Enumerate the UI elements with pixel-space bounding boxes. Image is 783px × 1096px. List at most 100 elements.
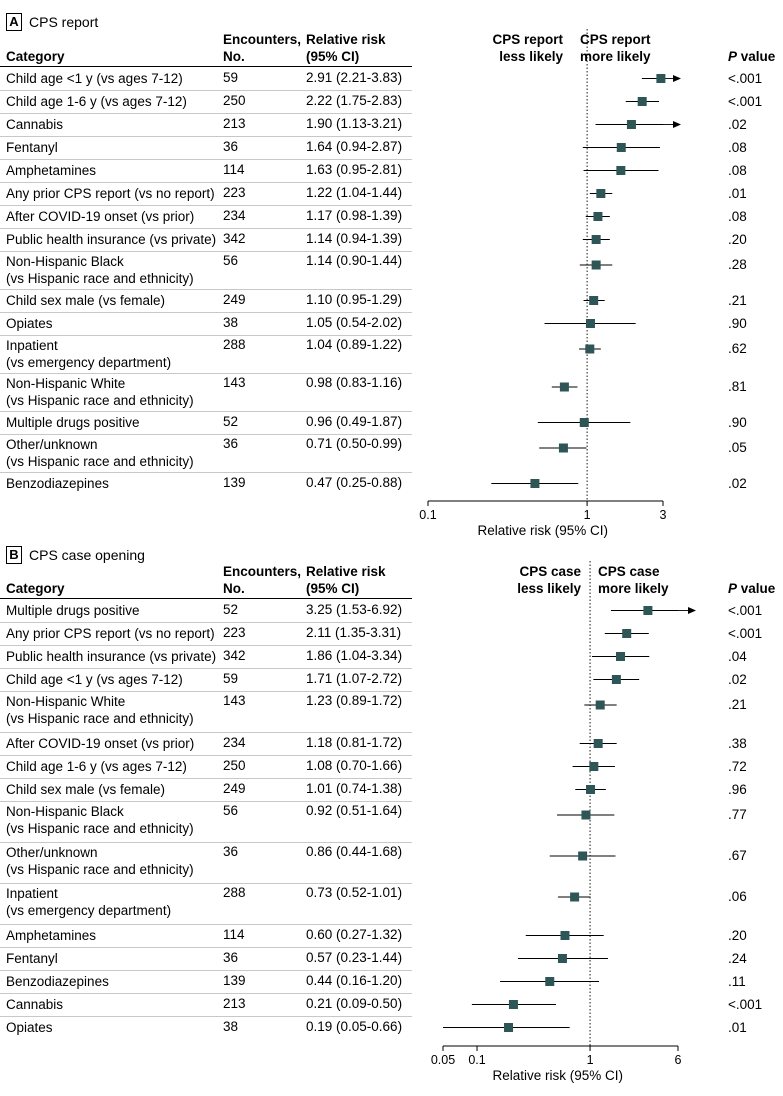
direction-right-line: more likely bbox=[598, 581, 669, 596]
point-estimate-marker bbox=[596, 189, 606, 198]
table-row: Inpatient (vs emergency department) 288 0.7… bbox=[0, 883, 783, 924]
x-axis-title: Relative risk (95% CI) bbox=[477, 523, 609, 538]
point-estimate-marker bbox=[637, 97, 647, 106]
row-separator bbox=[0, 373, 412, 374]
row-encounters: 139 bbox=[223, 973, 246, 988]
row-p-value: .01 bbox=[728, 1019, 747, 1035]
row-relative-risk: 2.11 (1.35-3.31) bbox=[306, 625, 402, 640]
row-p-value: .38 bbox=[728, 735, 747, 751]
point-estimate-marker bbox=[559, 382, 569, 392]
table-row: Child age 1-6 y (vs ages 7-12) 250 1.08 (0… bbox=[0, 755, 783, 778]
row-category: Multiple drugs positive bbox=[6, 414, 221, 431]
row-relative-risk: 2.91 (2.21-3.83) bbox=[306, 70, 403, 85]
row-relative-risk: 1.22 (1.04-1.44) bbox=[306, 185, 403, 200]
row-relative-risk: 1.08 (0.70-1.66) bbox=[306, 758, 403, 773]
row-separator bbox=[0, 691, 412, 692]
row-category: Non-Hispanic Black (vs Hispanic race and … bbox=[6, 803, 221, 837]
row-separator bbox=[0, 842, 412, 843]
row-relative-risk: 0.57 (0.23-1.44) bbox=[306, 950, 403, 965]
point-estimate-marker bbox=[626, 120, 636, 129]
ci-arrow-head bbox=[673, 121, 681, 128]
panel-name: CPS report bbox=[29, 14, 99, 30]
table-row: Other/unknown (vs Hispanic race and ethni… bbox=[0, 842, 783, 883]
row-p-value: .05 bbox=[728, 440, 747, 455]
row-p-value: .21 bbox=[728, 292, 747, 308]
row-category: Benzodiazepines bbox=[6, 475, 221, 492]
row-category: Inpatient (vs emergency department) bbox=[6, 337, 221, 371]
row-encounters: 223 bbox=[223, 625, 246, 640]
row-relative-risk: 0.96 (0.49-1.87) bbox=[306, 414, 403, 429]
point-estimate-marker bbox=[570, 892, 580, 902]
p-header-rest: value bbox=[737, 49, 776, 64]
point-estimate-marker bbox=[579, 418, 589, 427]
p-header-rest: value bbox=[737, 581, 776, 596]
table-row: Child age <1 y (vs ages 7-12) 59 1.71 (1.0… bbox=[0, 668, 783, 691]
category-line: Non-Hispanic Black bbox=[6, 804, 124, 819]
column-header-category: Category bbox=[6, 581, 65, 596]
panel-letter: A bbox=[6, 13, 22, 31]
row-category: After COVID-19 onset (vs prior) bbox=[6, 208, 221, 225]
forest-plot: 0.1 1 3 bbox=[419, 29, 681, 522]
column-header-p-value: P value bbox=[728, 580, 775, 597]
panel-title: B CPS case opening bbox=[6, 545, 145, 565]
row-encounters: 38 bbox=[223, 1019, 239, 1034]
point-estimate-marker bbox=[622, 629, 632, 638]
row-p-value: .67 bbox=[728, 848, 747, 863]
table-row: Non-Hispanic Black (vs Hispanic race and … bbox=[0, 801, 783, 842]
table-row: Any prior CPS report (vs no report) 223 1.… bbox=[0, 182, 783, 205]
row-p-value: .08 bbox=[728, 208, 747, 224]
category-line: Non-Hispanic White bbox=[6, 376, 126, 391]
direction-left-line: CPS report bbox=[492, 32, 563, 47]
row-encounters: 114 bbox=[223, 162, 245, 177]
row-encounters: 56 bbox=[223, 253, 239, 268]
category-line: Amphetamines bbox=[6, 163, 97, 178]
row-category: Child sex male (vs female) bbox=[6, 781, 221, 798]
row-p-value: .02 bbox=[728, 116, 747, 132]
row-separator bbox=[0, 434, 412, 435]
row-category: Opiates bbox=[6, 1019, 221, 1036]
row-encounters: 249 bbox=[223, 781, 246, 796]
encounters-header-line2: No. bbox=[223, 581, 245, 596]
point-estimate-marker bbox=[558, 443, 568, 453]
row-p-value: .62 bbox=[728, 341, 747, 356]
row-p-value: .01 bbox=[728, 185, 747, 201]
row-category: Child age <1 y (vs ages 7-12) bbox=[6, 671, 221, 688]
row-p-value: .08 bbox=[728, 162, 747, 178]
point-estimate-marker bbox=[643, 606, 653, 615]
row-encounters: 234 bbox=[223, 208, 246, 223]
row-encounters: 52 bbox=[223, 602, 239, 617]
point-estimate-marker bbox=[560, 931, 570, 940]
row-relative-risk: 3.25 (1.53-6.92) bbox=[306, 602, 403, 617]
row-p-value: <.001 bbox=[728, 602, 763, 618]
row-relative-risk: 0.71 (0.50-0.99) bbox=[306, 436, 403, 451]
table-row: After COVID-19 onset (vs prior) 234 1.18 (… bbox=[0, 732, 783, 755]
row-relative-risk: 0.98 (0.83-1.16) bbox=[306, 375, 403, 390]
row-p-value: .02 bbox=[728, 475, 747, 491]
category-line: (vs Hispanic race and ethnicity) bbox=[6, 454, 194, 469]
direction-label-more-likely: CPS case more likely bbox=[598, 563, 669, 597]
row-separator bbox=[0, 883, 412, 884]
row-encounters: 36 bbox=[223, 139, 239, 154]
row-relative-risk: 0.47 (0.25-0.88) bbox=[306, 475, 403, 490]
row-p-value: .08 bbox=[728, 139, 747, 155]
row-p-value: .81 bbox=[728, 379, 747, 394]
row-separator bbox=[0, 622, 412, 623]
row-relative-risk: 0.19 (0.05-0.66) bbox=[306, 1019, 403, 1034]
row-category: Multiple drugs positive bbox=[6, 602, 221, 619]
category-line: (vs Hispanic race and ethnicity) bbox=[6, 711, 194, 726]
ci-arrow-head bbox=[688, 607, 696, 614]
point-estimate-marker bbox=[557, 954, 567, 963]
category-line: (vs Hispanic race and ethnicity) bbox=[6, 271, 194, 286]
category-line: Other/unknown bbox=[6, 845, 98, 860]
panel-a-cps-report: A CPS report Category Encounters, No. Relativ… bbox=[0, 0, 783, 538]
table-row: Multiple drugs positive 52 0.96 (0.49-1.87… bbox=[0, 411, 783, 434]
row-encounters: 59 bbox=[223, 70, 239, 85]
p-header-italic: P bbox=[728, 581, 738, 596]
row-p-value: .06 bbox=[728, 889, 747, 904]
row-category: Other/unknown (vs Hispanic race and ethni… bbox=[6, 436, 221, 470]
row-category: Amphetamines bbox=[6, 927, 221, 944]
row-p-value: <.001 bbox=[728, 93, 763, 109]
point-estimate-marker bbox=[656, 74, 666, 83]
category-line: Cannabis bbox=[6, 997, 64, 1012]
row-encounters: 36 bbox=[223, 950, 239, 965]
